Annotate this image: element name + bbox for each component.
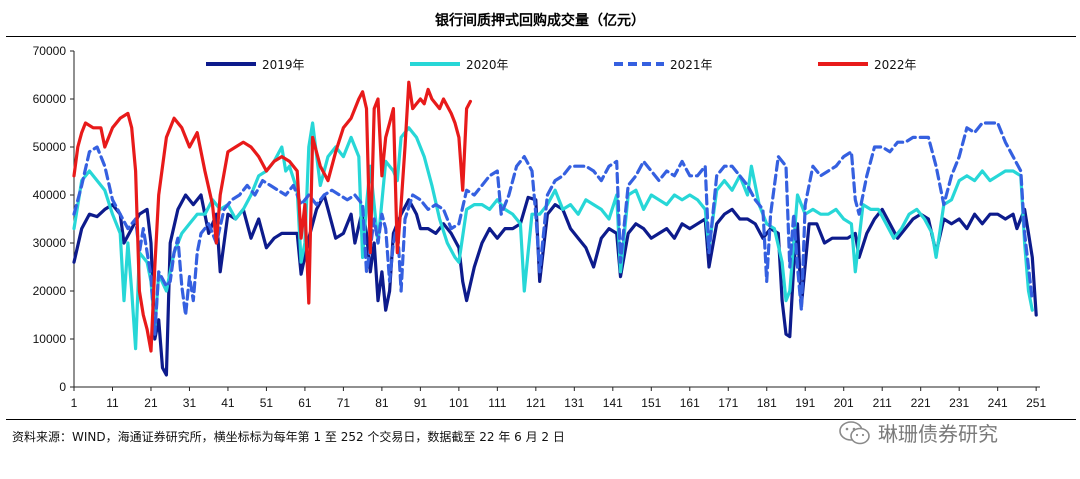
legend-label: 2021年 <box>670 58 713 72</box>
x-tick-label: 51 <box>260 396 274 410</box>
x-tick-label: 131 <box>564 396 584 410</box>
watermark-text: 琳珊债券研究 <box>878 422 998 446</box>
bottom-rule <box>6 419 1076 420</box>
x-tick-label: 41 <box>221 396 235 410</box>
y-tick-label: 20000 <box>33 284 67 298</box>
x-tick-label: 1 <box>71 396 78 410</box>
wechat-icon <box>839 420 870 444</box>
chart-title: 银行间质押式回购成交量（亿元） <box>435 13 645 29</box>
x-tick-label: 91 <box>414 396 428 410</box>
x-tick-label: 21 <box>144 396 158 410</box>
x-tick-label: 101 <box>449 396 469 410</box>
top-rule <box>6 36 1076 37</box>
x-tick-label: 61 <box>298 396 312 410</box>
x-tick-label: 31 <box>183 396 197 410</box>
series-lines <box>72 80 1038 377</box>
legend: 2019年 2020年 2021年 2022年 <box>206 58 917 72</box>
x-tick-label: 121 <box>526 396 546 410</box>
legend-label: 2019年 <box>262 58 305 72</box>
x-tick-label: 181 <box>757 396 777 410</box>
x-tick-label: 151 <box>641 396 661 410</box>
x-tick-label: 141 <box>603 396 623 410</box>
series-line-2021年 <box>72 121 1034 336</box>
x-tick-label: 161 <box>680 396 700 410</box>
x-tick-label: 251 <box>1026 396 1046 410</box>
legend-label: 2022年 <box>874 58 917 72</box>
series-line-2022年 <box>72 80 472 353</box>
source-footnote: 资料来源：WIND，海通证券研究所，横坐标标为每年第 1 至 252 个交易日，… <box>12 430 565 444</box>
x-tick-label: 241 <box>988 396 1008 410</box>
x-tick-label: 11 <box>106 396 119 410</box>
x-tick-label: 191 <box>795 396 815 410</box>
watermark: 琳珊债券研究 <box>838 418 998 447</box>
x-tick-label: 221 <box>911 396 931 410</box>
y-tick-label: 70000 <box>33 44 67 58</box>
x-tick-label: 231 <box>949 396 969 410</box>
y-tick-label: 0 <box>59 380 66 394</box>
x-tick-label: 71 <box>337 396 351 410</box>
y-tick-label: 50000 <box>33 140 67 154</box>
legend-label: 2020年 <box>466 58 509 72</box>
x-tick-label: 111 <box>488 396 507 410</box>
y-tick-label: 30000 <box>33 236 67 250</box>
x-tick-label: 171 <box>718 396 738 410</box>
x-tick-label: 201 <box>834 396 854 410</box>
y-tick-label: 10000 <box>33 332 67 346</box>
x-tick-label: 81 <box>375 396 389 410</box>
y-tick-label: 60000 <box>33 92 67 106</box>
y-tick-label: 40000 <box>33 188 67 202</box>
x-tick-label: 211 <box>873 396 892 410</box>
